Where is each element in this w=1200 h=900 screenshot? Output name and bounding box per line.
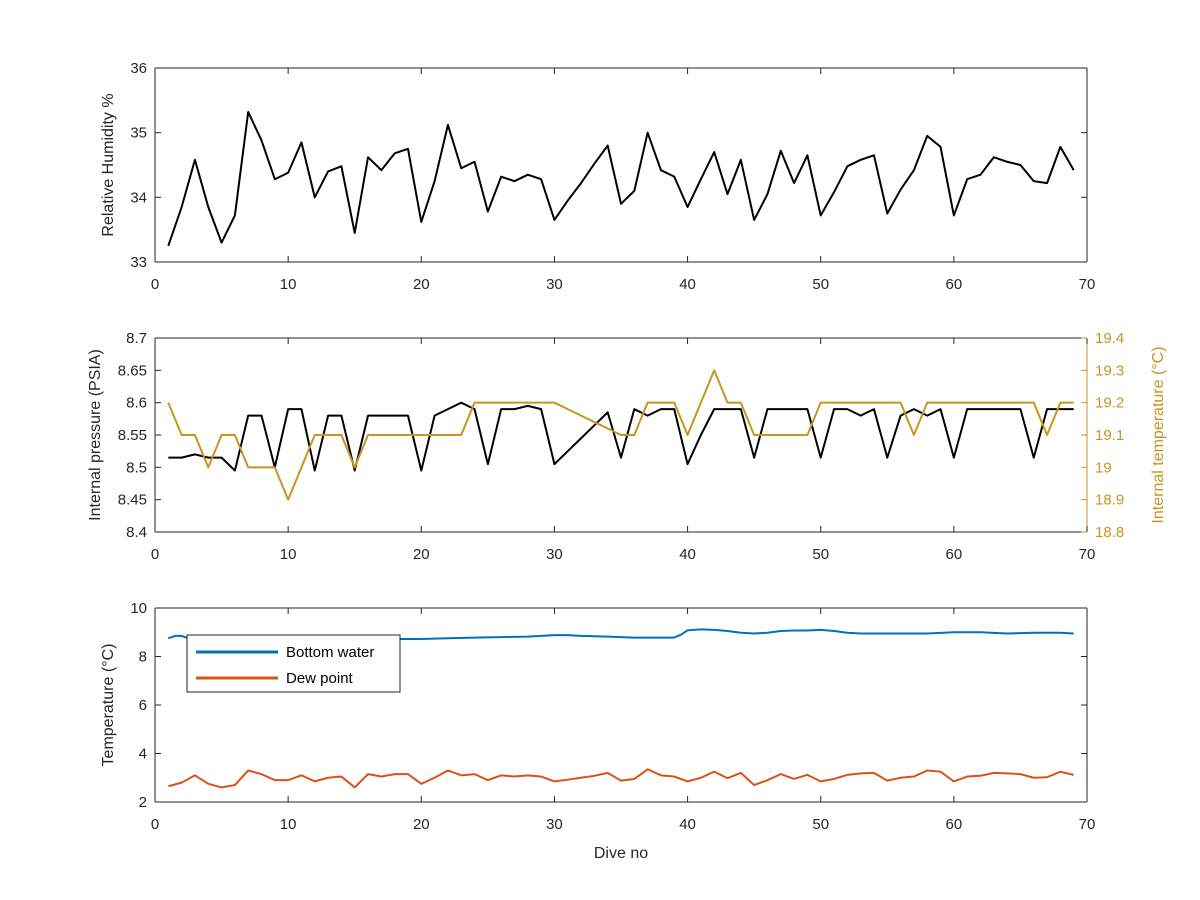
x-tick-label: 40	[679, 816, 696, 833]
y-tick-label: 8.45	[118, 492, 147, 509]
x-tick-label: 40	[679, 276, 696, 293]
x-tick-label: 10	[280, 816, 297, 833]
x-tick-label: 30	[546, 816, 563, 833]
x-tick-label: 10	[280, 276, 297, 293]
y-tick-label: 8.6	[126, 395, 147, 412]
y-tick-label: 2	[139, 794, 147, 811]
x-tick-label: 50	[812, 546, 829, 563]
legend-label-dew-point: Dew point	[286, 670, 354, 687]
legend-label-bottom-water: Bottom water	[286, 644, 374, 661]
x-tick-label: 30	[546, 546, 563, 563]
y-tick-label: 6	[139, 697, 147, 714]
y-tick-label: 4	[139, 746, 147, 763]
temperature-panel: Temperature (°C) Dive no 0 10 20 30 40 50 60 70…	[100, 600, 1095, 862]
y2-tick-label: 19.4	[1095, 330, 1124, 347]
x-tick-label: 60	[946, 276, 963, 293]
y-tick-label: 8.5	[126, 459, 147, 476]
y2-tick-label: 19.1	[1095, 427, 1124, 444]
y-tick-label: 35	[130, 125, 147, 142]
temperature-ylabel: Temperature (°C)	[100, 644, 117, 767]
y-tick-label: 8.55	[118, 427, 147, 444]
y2-tick-label: 19.2	[1095, 395, 1124, 412]
x-tick-label: 60	[946, 546, 963, 563]
humidity-panel: Relative Humidity % 0 10 20 30 40 50 60 70 33 34 3…	[100, 60, 1095, 293]
x-tick-label: 0	[151, 816, 159, 833]
internal-temperature-ylabel: Internal temperature (°C)	[1150, 346, 1167, 523]
x-tick-label: 0	[151, 276, 159, 293]
y2-tick-label: 19.3	[1095, 362, 1124, 379]
humidity-ylabel: Relative Humidity %	[100, 93, 117, 236]
y2-tick-label: 19	[1095, 459, 1112, 476]
pressure-ylabel: Internal pressure (PSIA)	[87, 349, 104, 521]
y2-tick-label: 18.8	[1095, 524, 1124, 541]
y2-tick-label: 18.9	[1095, 492, 1124, 509]
y-tick-label: 36	[130, 60, 147, 77]
y-tick-label: 8.7	[126, 330, 147, 347]
x-tick-label: 40	[679, 546, 696, 563]
y-tick-label: 8.4	[126, 524, 147, 541]
x-tick-label: 0	[151, 546, 159, 563]
x-tick-label: 50	[812, 276, 829, 293]
x-tick-label: 70	[1079, 276, 1096, 293]
x-tick-label: 20	[413, 276, 430, 293]
x-tick-label: 60	[946, 816, 963, 833]
pressure-temperature-panel: Internal pressure (PSIA) Internal temper…	[87, 330, 1167, 563]
y-tick-label: 10	[130, 600, 147, 617]
x-tick-label: 50	[812, 816, 829, 833]
legend: Bottom water Dew point	[186, 634, 401, 693]
x-tick-label: 30	[546, 276, 563, 293]
legend-box	[186, 634, 401, 693]
y-tick-label: 8	[139, 649, 147, 666]
line-dew-point	[168, 768, 1074, 789]
x-tick-label: 20	[413, 546, 430, 563]
x-tick-label: 70	[1079, 546, 1096, 563]
line-series-1	[167, 369, 1074, 501]
x-tick-label: 70	[1079, 816, 1096, 833]
x-tick-label: 20	[413, 816, 430, 833]
y-tick-label: 33	[130, 254, 147, 271]
y-tick-label: 34	[130, 189, 147, 206]
dive-no-xlabel: Dive no	[594, 845, 648, 862]
line-series-0	[167, 110, 1075, 247]
y-tick-label: 8.65	[118, 362, 147, 379]
x-tick-label: 10	[280, 546, 297, 563]
